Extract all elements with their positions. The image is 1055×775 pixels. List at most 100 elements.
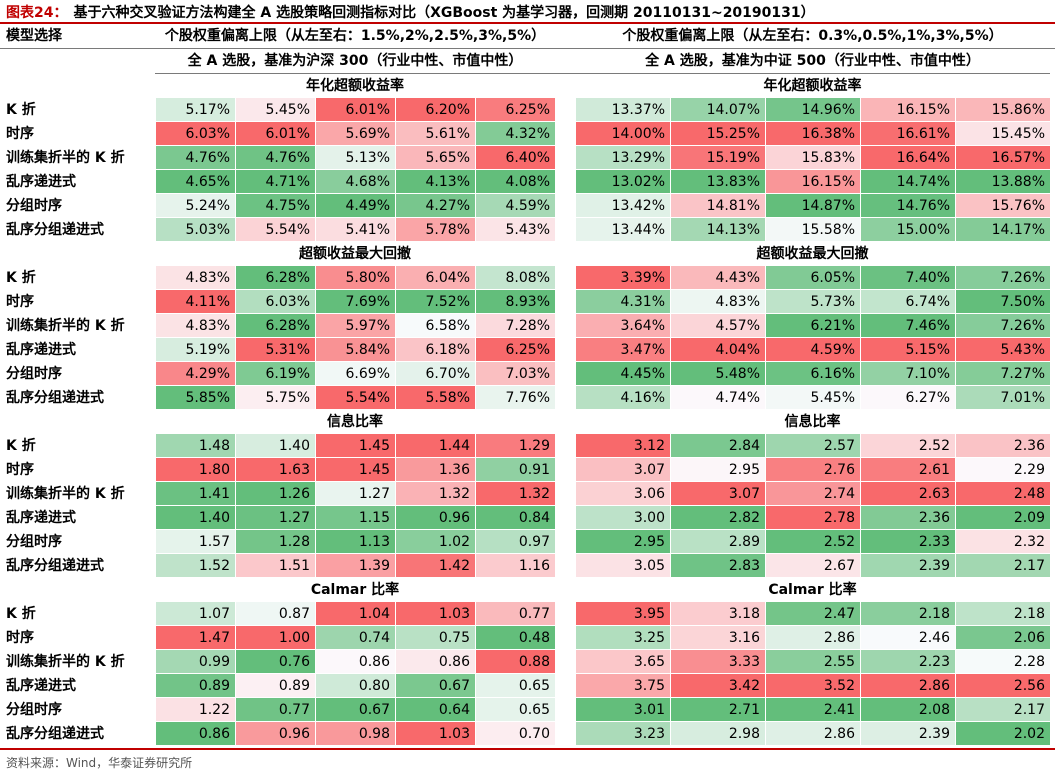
metric-value: 7.40%: [860, 266, 955, 290]
model-label: 分组时序: [6, 534, 62, 550]
metric-value: 15.00%: [860, 218, 955, 242]
metric-value: 6.05%: [765, 266, 860, 290]
metric-value: 2.86: [765, 626, 860, 650]
metric-value: 7.52%: [395, 290, 475, 314]
metric-value: 1.27: [315, 482, 395, 506]
metric-value: 0.84: [475, 506, 555, 530]
metric-value: 5.24%: [155, 194, 235, 218]
metric-value: 4.43%: [670, 266, 765, 290]
metric-value: 2.46: [860, 626, 955, 650]
metric-value: 2.55: [765, 650, 860, 674]
metric-value: 13.37%: [575, 98, 670, 122]
metric-value: 4.13%: [395, 170, 475, 194]
metric-value: 0.88: [475, 650, 555, 674]
metric-value: 7.01%: [955, 386, 1050, 410]
header-divider: [0, 48, 1055, 49]
metric-value: 4.76%: [155, 146, 235, 170]
metric-value: 1.45: [315, 434, 395, 458]
metric-value: 14.87%: [765, 194, 860, 218]
metric-value: 13.88%: [955, 170, 1050, 194]
metric-value: 0.77: [235, 698, 315, 722]
metric-value: 7.26%: [955, 266, 1050, 290]
metric-value: 15.45%: [955, 122, 1050, 146]
model-label: 训练集折半的 K 折: [6, 318, 125, 334]
metric-value: 5.45%: [235, 98, 315, 122]
metric-value: 7.50%: [955, 290, 1050, 314]
metric-value: 2.84: [670, 434, 765, 458]
metric-value: 15.58%: [765, 218, 860, 242]
model-label: 时序: [6, 630, 34, 646]
metric-value: 2.67: [765, 554, 860, 578]
backtest-comparison-table: 模型选择 个股权重偏离上限（从左至右：1.5%,2%,2.5%,3%,5%） 个…: [0, 24, 1055, 748]
metric-value: 1.29: [475, 434, 555, 458]
left-weight-header: 个股权重偏离上限（从左至右：1.5%,2%,2.5%,3%,5%）: [164, 28, 546, 44]
metric-value: 2.32: [955, 530, 1050, 554]
metric-value: 6.70%: [395, 362, 475, 386]
metric-value: 2.17: [955, 554, 1050, 578]
metric-value: 6.69%: [315, 362, 395, 386]
metric-value: 6.04%: [395, 266, 475, 290]
metric-value: 0.67: [315, 698, 395, 722]
left-universe-header: 全 A 选股，基准为沪深 300（行业中性、市值中性）: [187, 53, 523, 69]
metric-value: 16.38%: [765, 122, 860, 146]
metric-value: 1.07: [155, 602, 235, 626]
metric-value: 2.17: [955, 698, 1050, 722]
metric-value: 14.00%: [575, 122, 670, 146]
metric-value: 2.23: [860, 650, 955, 674]
metric-value: 5.73%: [765, 290, 860, 314]
metric-value: 3.52: [765, 674, 860, 698]
metric-value: 3.65: [575, 650, 670, 674]
metric-value: 1.00: [235, 626, 315, 650]
metric-value: 4.27%: [395, 194, 475, 218]
metric-value: 2.52: [765, 530, 860, 554]
metric-value: 7.10%: [860, 362, 955, 386]
metric-value: 1.57: [155, 530, 235, 554]
metric-value: 3.00: [575, 506, 670, 530]
top-rule: [0, 22, 1055, 24]
metric-value: 1.13: [315, 530, 395, 554]
metric-value: 0.65: [475, 698, 555, 722]
model-label: 乱序分组递进式: [6, 222, 104, 238]
metric-value: 5.48%: [670, 362, 765, 386]
metric-value: 3.33: [670, 650, 765, 674]
metric-value: 6.25%: [475, 98, 555, 122]
metric-value: 4.31%: [575, 290, 670, 314]
metric-value: 0.87: [235, 602, 315, 626]
metric-value: 1.52: [155, 554, 235, 578]
metric-value: 0.99: [155, 650, 235, 674]
metric-value: 14.17%: [955, 218, 1050, 242]
metric-value: 2.36: [860, 506, 955, 530]
right-weight-header: 个股权重偏离上限（从左至右：0.3%,0.5%,1%,3%,5%）: [622, 28, 1003, 44]
metric-value: 1.15: [315, 506, 395, 530]
metric-value: 14.13%: [670, 218, 765, 242]
metric-value: 3.47%: [575, 338, 670, 362]
section-title-right: 年化超额收益率: [763, 78, 862, 94]
metric-value: 4.71%: [235, 170, 315, 194]
metric-value: 16.57%: [955, 146, 1050, 170]
model-label: 训练集折半的 K 折: [6, 654, 125, 670]
metric-value: 15.19%: [670, 146, 765, 170]
metric-value: 4.76%: [235, 146, 315, 170]
metric-value: 5.80%: [315, 266, 395, 290]
metric-value: 0.89: [235, 674, 315, 698]
model-label: K 折: [6, 606, 36, 622]
metric-value: 2.74: [765, 482, 860, 506]
metric-value: 2.78: [765, 506, 860, 530]
metric-value: 6.58%: [395, 314, 475, 338]
metric-value: 1.28: [235, 530, 315, 554]
metric-value: 2.76: [765, 458, 860, 482]
metric-value: 1.03: [395, 602, 475, 626]
figure-title: 图表24： 基于六种交叉验证方法构建全 A 选股策略回测指标对比（XGBoost …: [6, 2, 815, 22]
metric-value: 7.28%: [475, 314, 555, 338]
model-label: 乱序递进式: [6, 678, 76, 694]
metric-value: 6.18%: [395, 338, 475, 362]
metric-value: 0.64: [395, 698, 475, 722]
metric-value: 7.46%: [860, 314, 955, 338]
metric-value: 0.86: [155, 722, 235, 746]
section-title-left: 年化超额收益率: [306, 78, 404, 94]
metric-value: 5.78%: [395, 218, 475, 242]
model-label: 时序: [6, 462, 34, 478]
model-label: 时序: [6, 294, 34, 310]
metric-value: 0.96: [395, 506, 475, 530]
metric-value: 1.45: [315, 458, 395, 482]
